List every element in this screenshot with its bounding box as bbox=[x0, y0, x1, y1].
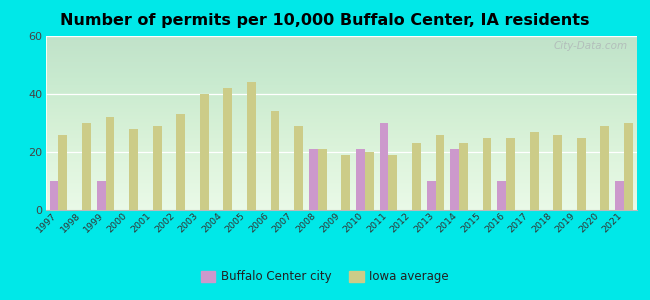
Text: City-Data.com: City-Data.com bbox=[554, 41, 628, 51]
Bar bbox=[294, 126, 303, 210]
Bar bbox=[356, 149, 365, 210]
Bar bbox=[105, 117, 114, 210]
Text: Number of permits per 10,000 Buffalo Center, IA residents: Number of permits per 10,000 Buffalo Cen… bbox=[60, 14, 590, 28]
Bar bbox=[270, 111, 280, 210]
Bar bbox=[459, 143, 468, 210]
Bar bbox=[624, 123, 633, 210]
Bar bbox=[450, 149, 459, 210]
Bar bbox=[506, 137, 515, 210]
Bar bbox=[58, 135, 68, 210]
Bar bbox=[412, 143, 421, 210]
Bar bbox=[82, 123, 91, 210]
Bar bbox=[318, 149, 326, 210]
Bar bbox=[247, 82, 256, 210]
Bar bbox=[309, 149, 318, 210]
Bar bbox=[615, 181, 624, 210]
Bar bbox=[483, 137, 491, 210]
Bar bbox=[426, 181, 436, 210]
Legend: Buffalo Center city, Iowa average: Buffalo Center city, Iowa average bbox=[196, 266, 454, 288]
Bar bbox=[153, 126, 162, 210]
Bar bbox=[553, 135, 562, 210]
Bar bbox=[176, 114, 185, 210]
Bar bbox=[129, 129, 138, 210]
Bar bbox=[49, 181, 58, 210]
Bar bbox=[530, 132, 539, 210]
Bar bbox=[577, 137, 586, 210]
Bar bbox=[497, 181, 506, 210]
Bar bbox=[380, 123, 389, 210]
Bar bbox=[436, 135, 445, 210]
Bar bbox=[601, 126, 609, 210]
Bar bbox=[341, 155, 350, 210]
Bar bbox=[365, 152, 374, 210]
Bar bbox=[224, 88, 232, 210]
Bar bbox=[200, 94, 209, 210]
Bar bbox=[97, 181, 105, 210]
Bar bbox=[389, 155, 397, 210]
